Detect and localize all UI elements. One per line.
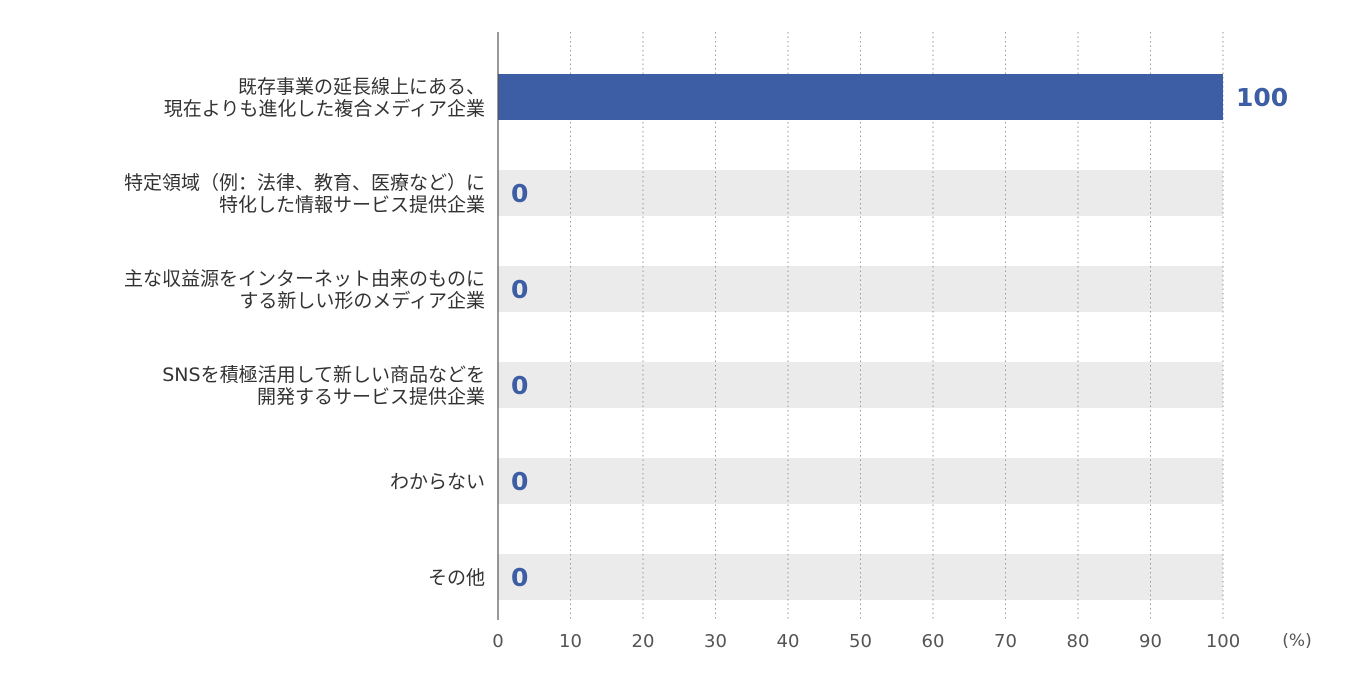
category-label: わからない [390,471,485,493]
x-tick-label: 100 [1206,631,1240,652]
x-tick-label: 40 [777,631,800,652]
value-label: 0 [511,275,528,304]
category-label: その他 [428,567,485,589]
value-label: 0 [511,467,528,496]
x-tick-label: 80 [1067,631,1090,652]
x-tick-label: 50 [849,631,872,652]
x-tick-label: 10 [559,631,582,652]
bar-tracks [498,74,1223,600]
value-label: 0 [511,179,528,208]
category-label: 既存事業の延長線上にある、 [238,76,485,98]
grid-lines [570,32,1224,620]
x-tick-label: 30 [704,631,727,652]
x-tick-label: 90 [1139,631,1162,652]
category-label: 開発するサービス提供企業 [257,386,485,408]
category-label: 特化した情報サービス提供企業 [219,194,485,216]
x-tick-label: 60 [922,631,945,652]
value-label: 100 [1236,83,1288,112]
category-labels: 既存事業の延長線上にある、現在よりも進化した複合メディア企業特定領域（例：法律、… [124,76,485,589]
x-tick-labels: 0 10 20 30 40 50 60 70 80 90 100 [492,631,1240,652]
category-label: する新しい形のメディア企業 [239,290,485,312]
bar [498,74,1223,120]
value-label: 0 [511,371,528,400]
x-tick-label: 70 [994,631,1017,652]
category-label: 主な収益源をインターネット由来のものに [124,268,485,290]
x-axis-unit-label: (%) [1282,631,1311,651]
category-label: SNSを積極活用して新しい商品などを [162,364,485,386]
category-label: 現在よりも進化した複合メディア企業 [164,98,485,120]
x-tick-label: 20 [632,631,655,652]
value-labels: 100 0 0 0 0 0 [511,83,1288,592]
x-tick-label: 0 [492,631,503,652]
category-label: 特定領域（例：法律、教育、医療など）に [124,172,485,194]
value-label: 0 [511,563,528,592]
bars [498,74,1223,120]
